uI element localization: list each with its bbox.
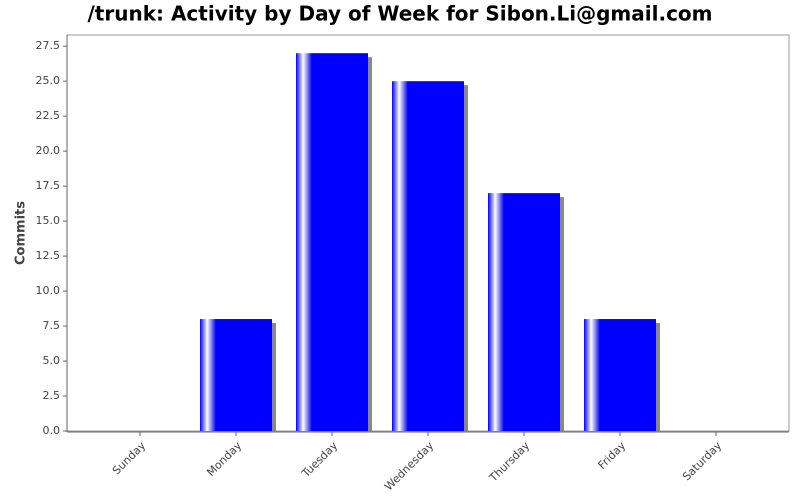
bar [200, 319, 272, 431]
y-tick-label: 27.5 [36, 39, 61, 52]
bar [392, 81, 464, 431]
y-tick-label: 10.0 [36, 284, 61, 297]
y-tick-label: 15.0 [36, 214, 61, 227]
y-tick-label: 20.0 [36, 144, 61, 157]
bar [296, 53, 368, 432]
chart-title: /trunk: Activity by Day of Week for Sibo… [87, 2, 712, 26]
y-tick-label: 5.0 [43, 354, 61, 367]
y-tick-label: 0.0 [43, 424, 61, 437]
y-tick-label: 7.5 [43, 319, 61, 332]
bar [488, 193, 560, 431]
y-tick-label: 25.0 [36, 74, 61, 87]
y-tick-label: 22.5 [36, 109, 61, 122]
y-tick-label: 12.5 [36, 249, 61, 262]
y-tick-label: 2.5 [43, 389, 61, 402]
y-axis-label: Commits [14, 201, 29, 265]
y-tick-label: 17.5 [36, 179, 61, 192]
bar [584, 319, 656, 431]
